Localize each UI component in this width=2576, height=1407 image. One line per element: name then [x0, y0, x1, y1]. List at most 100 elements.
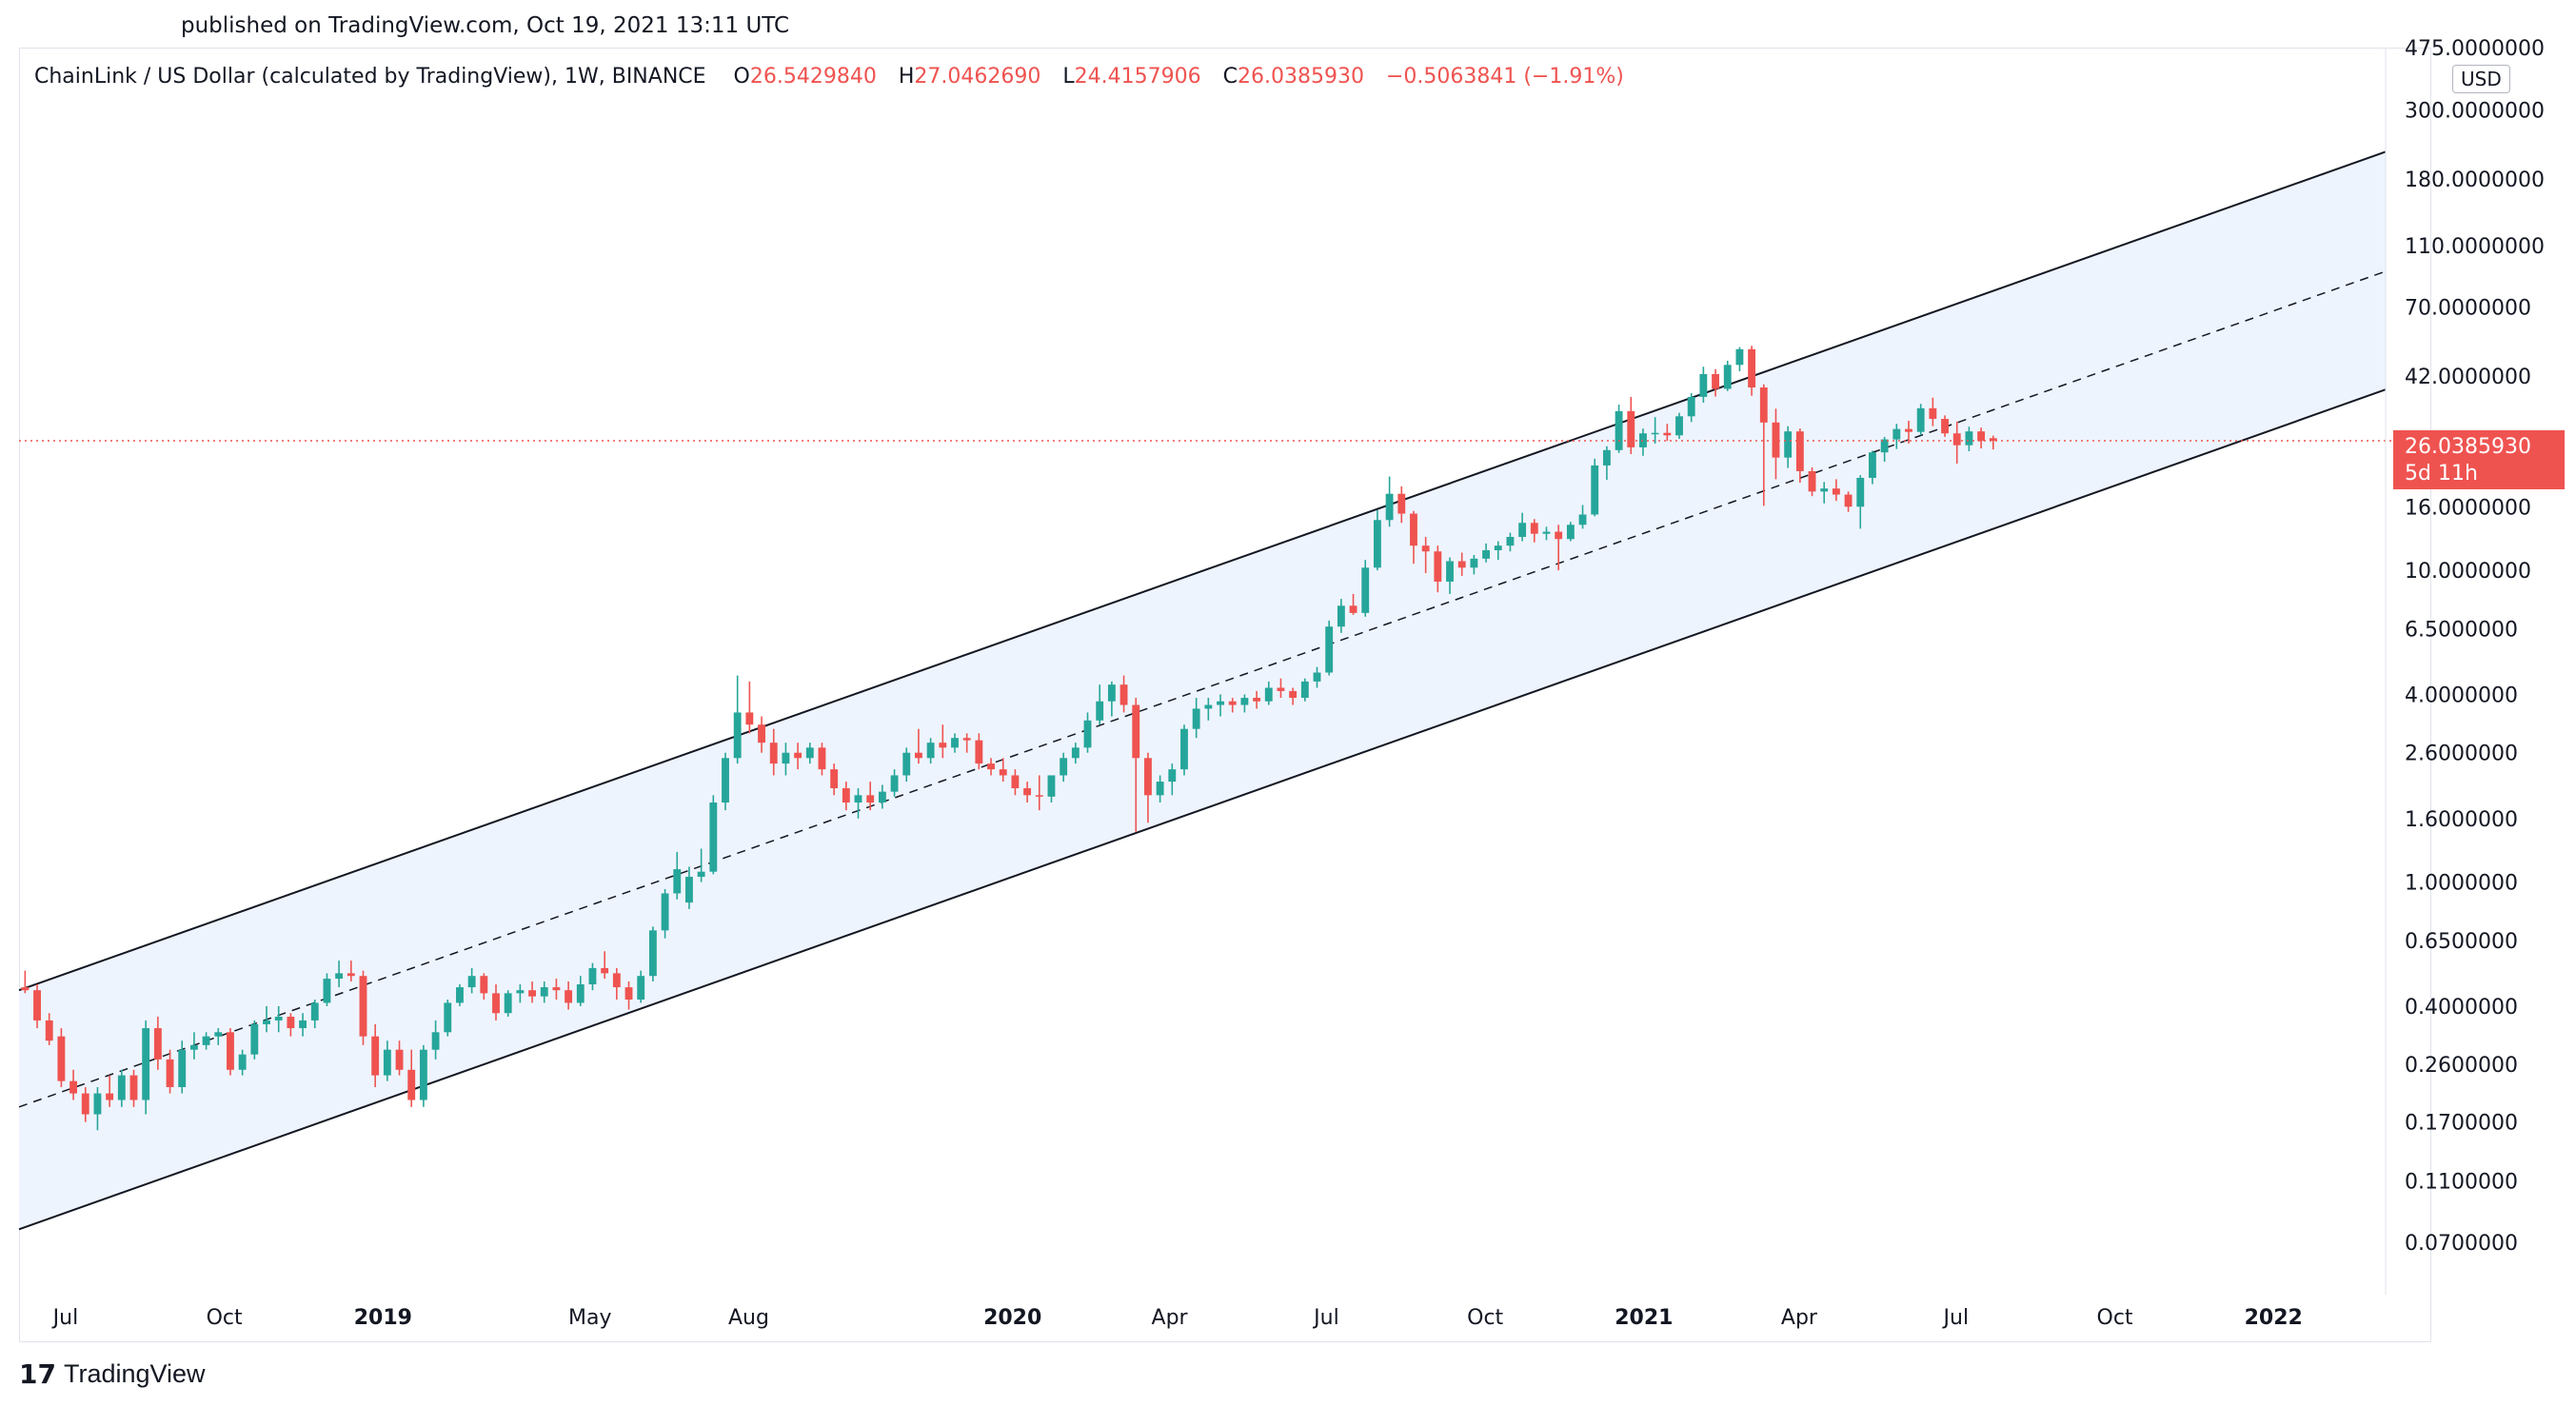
candle [612, 967, 621, 1001]
price-tick-label: 110.0000000 [2405, 235, 2545, 259]
candle [830, 763, 839, 796]
tradingview-logo[interactable]: 17 TradingView [19, 1357, 206, 1391]
candle [565, 981, 573, 1010]
candle [697, 848, 705, 882]
time-scale[interactable]: Jul Oct 2019 May Aug 2020 Apr Jul Oct 2021 Apr Jul O… [51, 1306, 2303, 1330]
candle [395, 1040, 404, 1076]
candle [1192, 698, 1200, 739]
candle [1434, 545, 1442, 593]
candle [1156, 775, 1164, 803]
candle [1602, 446, 1611, 481]
candle [1977, 427, 1986, 449]
candle-body [1820, 488, 1829, 492]
candle-body [878, 791, 886, 803]
candle [1748, 346, 1756, 396]
candle-body [1602, 449, 1611, 466]
candle [1723, 361, 1732, 391]
candle-body [202, 1036, 210, 1045]
candle-body [189, 1044, 198, 1050]
candle [166, 1049, 174, 1094]
candle [782, 743, 790, 776]
candle-body [347, 973, 355, 977]
candle-body [1530, 523, 1538, 534]
time-tick-label: May [568, 1306, 611, 1330]
price-tick-label: 42.0000000 [2405, 366, 2531, 389]
candle [1410, 510, 1417, 565]
candle-body [1929, 407, 1937, 420]
chart-frame[interactable] [19, 48, 2431, 1342]
candle [335, 961, 344, 988]
candle [274, 1005, 283, 1033]
candle-body [1627, 410, 1635, 447]
candle-body [1143, 758, 1152, 796]
candle [528, 981, 536, 1003]
candle [1687, 393, 1695, 423]
candle-body [1228, 701, 1237, 705]
candle [1457, 552, 1466, 576]
candle-body [407, 1069, 416, 1100]
candle-body [1880, 439, 1889, 453]
candle-body [1071, 747, 1080, 759]
candle-body [552, 987, 561, 991]
candle-body [962, 738, 971, 741]
candle-body [1289, 690, 1298, 699]
price-scale[interactable]: 475.0000000 300.0000000 180.0000000 110.000… [2385, 37, 2545, 1295]
candle-body [1905, 428, 1912, 432]
candle [1627, 396, 1635, 454]
candle [93, 1086, 102, 1131]
candle-body [601, 967, 609, 974]
candle-body [854, 795, 862, 803]
candle-body [624, 987, 633, 1001]
candle-body [1965, 431, 1973, 446]
candle [21, 970, 30, 994]
candle [287, 1013, 295, 1037]
candle [383, 1040, 391, 1081]
price-tick-label: 2.6000000 [2405, 743, 2518, 766]
candle [323, 973, 331, 1006]
candle-body [576, 984, 585, 1003]
candle [57, 1028, 66, 1087]
candle-body [588, 967, 597, 985]
candle-body [1784, 431, 1793, 458]
candle [310, 1000, 319, 1029]
candle [33, 984, 41, 1029]
candle-body [395, 1049, 404, 1070]
candle [1494, 541, 1502, 561]
candle-body [830, 769, 839, 789]
candle [1856, 475, 1865, 529]
candle-body [359, 976, 367, 1037]
candle [1047, 775, 1056, 803]
candle-body [178, 1049, 187, 1087]
candle-body [794, 752, 803, 759]
candle [1060, 752, 1068, 783]
candle [648, 926, 657, 982]
candle-body [1011, 775, 1020, 789]
price-tick-label: 300.0000000 [2405, 99, 2545, 123]
candle [1542, 526, 1551, 541]
candle [769, 728, 778, 776]
candle-body [1434, 551, 1442, 582]
time-tick-label: Oct [1467, 1306, 1503, 1330]
candle-body [1566, 525, 1575, 540]
candle [1277, 678, 1285, 699]
open-value: 26.5429840 [749, 65, 877, 89]
candle [419, 1044, 427, 1107]
candle [818, 743, 826, 776]
candle [540, 981, 548, 1003]
candle-body [745, 712, 754, 725]
candle [1675, 412, 1683, 440]
candle [69, 1069, 78, 1100]
candle [1735, 347, 1744, 372]
candle-body [915, 752, 922, 759]
currency-badge[interactable]: USD [2452, 65, 2510, 93]
candle [1784, 426, 1793, 468]
candle-body [648, 930, 657, 977]
candle [1808, 466, 1816, 497]
high-value: 27.0462690 [914, 65, 1041, 89]
candle-body [612, 973, 621, 988]
candle-body [263, 1020, 270, 1024]
candle-body [673, 869, 682, 894]
candle [685, 866, 693, 909]
candle [407, 1049, 416, 1107]
